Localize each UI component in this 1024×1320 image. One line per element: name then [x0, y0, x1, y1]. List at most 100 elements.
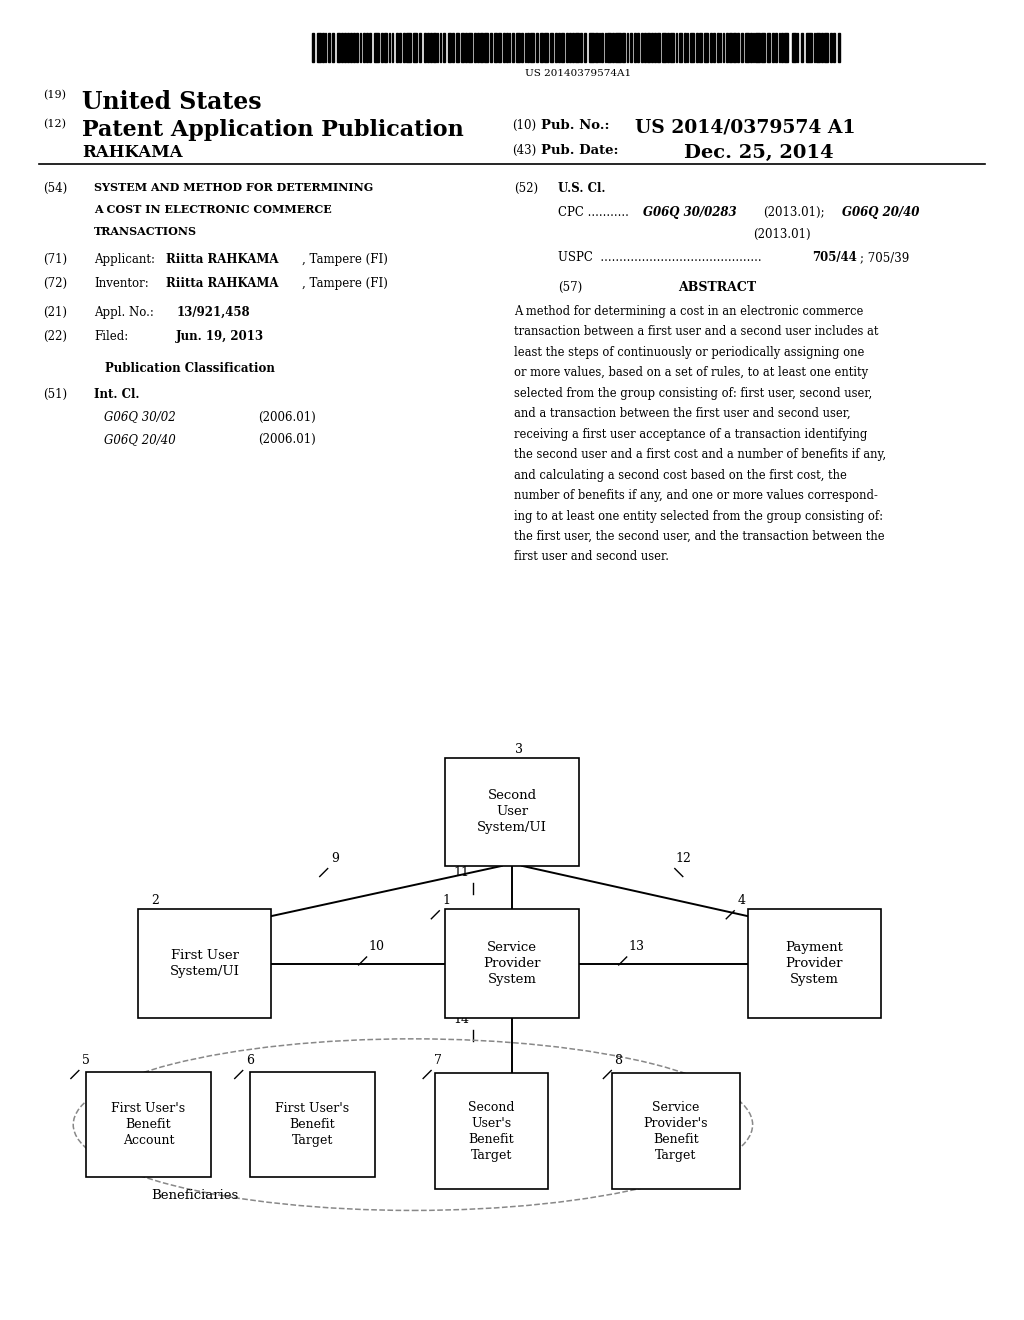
Bar	[781, 33, 783, 62]
Text: least the steps of continuously or periodically assigning one: least the steps of continuously or perio…	[514, 346, 864, 359]
Bar	[686, 33, 688, 62]
Bar	[667, 33, 669, 62]
Bar	[750, 33, 752, 62]
Text: CPC ...........: CPC ...........	[558, 206, 629, 219]
Bar	[657, 33, 660, 62]
Bar	[627, 33, 628, 62]
Text: Applicant:: Applicant:	[94, 253, 156, 267]
Text: ; 705/39: ; 705/39	[860, 251, 909, 264]
Bar	[755, 33, 760, 62]
Text: G06Q 20/40: G06Q 20/40	[842, 206, 920, 219]
Bar	[698, 33, 701, 62]
Bar	[328, 33, 330, 62]
Bar	[356, 33, 358, 62]
Bar	[392, 33, 393, 62]
Bar	[695, 33, 697, 62]
Bar	[745, 33, 749, 62]
Text: Pub. No.:: Pub. No.:	[541, 119, 609, 132]
Text: 12: 12	[676, 851, 692, 865]
Bar	[644, 33, 645, 62]
Bar	[630, 33, 632, 62]
Bar	[427, 33, 429, 62]
Bar	[494, 33, 497, 62]
Text: A method for determining a cost in an electronic commerce: A method for determining a cost in an el…	[514, 305, 863, 318]
Text: (12): (12)	[43, 119, 66, 129]
Text: 13: 13	[629, 940, 645, 953]
Text: US 2014/0379574 A1: US 2014/0379574 A1	[635, 119, 855, 137]
Text: RAHKAMA: RAHKAMA	[82, 144, 182, 161]
Bar	[733, 33, 736, 62]
Text: the second user and a first cost and a number of benefits if any,: the second user and a first cost and a n…	[514, 447, 886, 461]
Bar	[792, 33, 796, 62]
Bar	[521, 33, 523, 62]
Bar	[615, 33, 621, 62]
Bar	[607, 33, 611, 62]
Bar	[838, 33, 840, 62]
Text: 10: 10	[369, 940, 385, 953]
Bar	[741, 33, 743, 62]
Text: Patent Application Publication: Patent Application Publication	[82, 119, 464, 141]
Text: Second
User
System/UI: Second User System/UI	[477, 789, 547, 834]
Bar	[537, 33, 539, 62]
Text: 2: 2	[152, 894, 160, 907]
Bar	[384, 33, 387, 62]
Text: the first user, the second user, and the transaction between the: the first user, the second user, and the…	[514, 529, 885, 543]
Bar	[360, 33, 361, 62]
Text: Beneficiaries: Beneficiaries	[152, 1189, 239, 1203]
Text: Dec. 25, 2014: Dec. 25, 2014	[684, 144, 834, 162]
Text: US 20140379574A1: US 20140379574A1	[525, 69, 632, 78]
Text: 7: 7	[434, 1053, 442, 1067]
Bar	[433, 33, 436, 62]
Text: 6: 6	[246, 1053, 254, 1067]
FancyBboxPatch shape	[86, 1072, 211, 1177]
Bar	[816, 33, 820, 62]
Bar	[337, 33, 340, 62]
Bar	[690, 33, 694, 62]
Bar	[545, 33, 549, 62]
Bar	[654, 33, 656, 62]
Bar	[604, 33, 606, 62]
Bar	[407, 33, 412, 62]
Text: Riitta RAHKAMA: Riitta RAHKAMA	[166, 253, 279, 267]
Bar	[370, 33, 371, 62]
Bar	[456, 33, 459, 62]
Text: G06Q 30/0283: G06Q 30/0283	[643, 206, 736, 219]
Bar	[806, 33, 811, 62]
Bar	[703, 33, 708, 62]
Text: Payment
Provider
System: Payment Provider System	[785, 941, 843, 986]
Text: (52): (52)	[514, 182, 539, 195]
Bar	[325, 33, 326, 62]
Text: first user and second user.: first user and second user.	[514, 550, 669, 564]
Text: USPC  ...........................................: USPC ...................................…	[558, 251, 762, 264]
Bar	[414, 33, 418, 62]
Bar	[737, 33, 739, 62]
Text: 3: 3	[515, 743, 523, 756]
Bar	[720, 33, 721, 62]
Bar	[499, 33, 502, 62]
Text: Filed:: Filed:	[94, 330, 128, 343]
Bar	[676, 33, 677, 62]
Bar	[399, 33, 401, 62]
Bar	[729, 33, 732, 62]
Bar	[641, 33, 643, 62]
Bar	[767, 33, 770, 62]
Bar	[530, 33, 535, 62]
Bar	[490, 33, 492, 62]
Bar	[341, 33, 342, 62]
Text: SYSTEM AND METHOD FOR DETERMINING: SYSTEM AND METHOD FOR DETERMINING	[94, 182, 374, 193]
Text: 11: 11	[453, 866, 469, 879]
FancyBboxPatch shape	[435, 1073, 548, 1189]
Bar	[829, 33, 831, 62]
Text: 1: 1	[442, 894, 451, 907]
Bar	[584, 33, 586, 62]
Text: United States: United States	[82, 90, 261, 114]
Bar	[598, 33, 600, 62]
Bar	[821, 33, 822, 62]
Text: ing to at least one entity selected from the group consisting of:: ing to at least one entity selected from…	[514, 510, 883, 523]
Bar	[509, 33, 511, 62]
Bar	[353, 33, 355, 62]
Bar	[572, 33, 573, 62]
Text: (57): (57)	[558, 281, 583, 294]
Bar	[713, 33, 715, 62]
Bar	[761, 33, 765, 62]
